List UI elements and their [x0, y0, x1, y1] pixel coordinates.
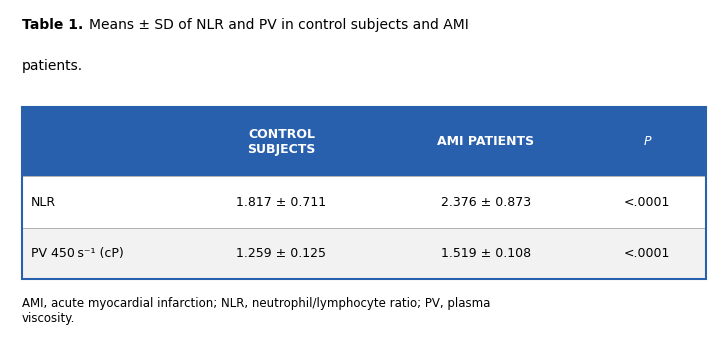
Text: Means ± SD of NLR and PV in control subjects and AMI: Means ± SD of NLR and PV in control subj… — [89, 18, 469, 32]
Bar — [22, 107, 706, 279]
Text: AMI PATIENTS: AMI PATIENTS — [438, 135, 534, 148]
Text: patients.: patients. — [22, 59, 83, 73]
Text: AMI, acute myocardial infarction; NLR, neutrophil/lymphocyte ratio; PV, plasma
v: AMI, acute myocardial infarction; NLR, n… — [22, 297, 490, 325]
Text: PV 450 s⁻¹ (cP): PV 450 s⁻¹ (cP) — [31, 247, 123, 260]
Text: <.0001: <.0001 — [624, 247, 670, 260]
Text: <.0001: <.0001 — [624, 195, 670, 209]
Text: NLR: NLR — [31, 195, 56, 209]
Text: 1.259 ± 0.125: 1.259 ± 0.125 — [237, 247, 326, 260]
Bar — [22, 228, 706, 279]
Text: Table 1.: Table 1. — [22, 18, 83, 32]
Text: CONTROL
SUBJECTS: CONTROL SUBJECTS — [248, 127, 316, 156]
Text: P: P — [644, 135, 651, 148]
Bar — [22, 107, 706, 176]
Bar — [22, 176, 706, 228]
Text: 2.376 ± 0.873: 2.376 ± 0.873 — [441, 195, 531, 209]
Text: 1.519 ± 0.108: 1.519 ± 0.108 — [441, 247, 531, 260]
Text: 1.817 ± 0.711: 1.817 ± 0.711 — [237, 195, 326, 209]
